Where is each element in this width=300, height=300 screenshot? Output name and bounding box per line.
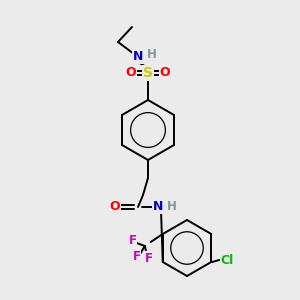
Text: F: F [145,251,153,265]
Text: H: H [147,49,157,62]
Text: S: S [143,66,153,80]
Text: N: N [133,50,143,64]
Text: O: O [160,67,170,80]
Text: H: H [167,200,177,212]
Text: N: N [153,200,163,214]
Text: O: O [126,67,136,80]
Text: F: F [129,235,137,248]
Text: O: O [110,200,120,214]
Text: F: F [133,250,141,262]
Text: Cl: Cl [220,254,234,266]
